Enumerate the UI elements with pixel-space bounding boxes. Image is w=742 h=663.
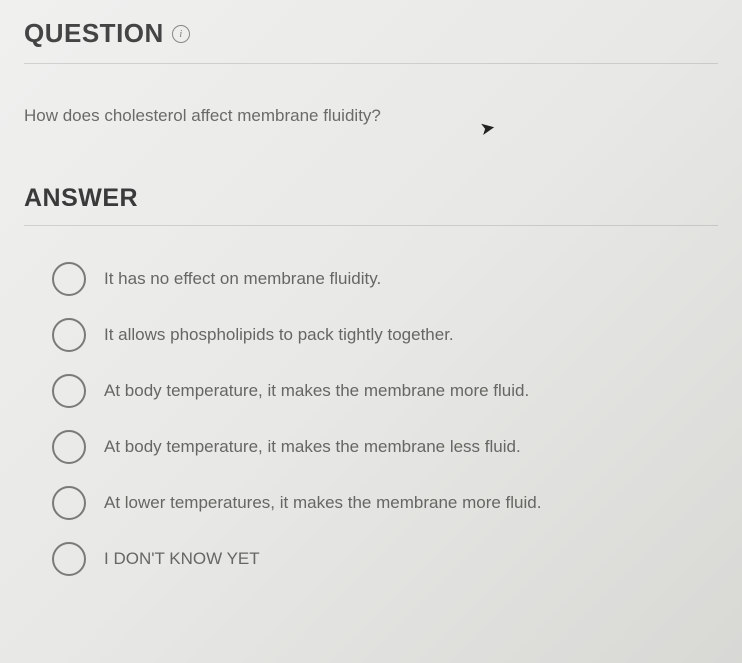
- option-label: At lower temperatures, it makes the memb…: [104, 493, 541, 513]
- option-label: It allows phospholipids to pack tightly …: [104, 325, 454, 345]
- radio-icon[interactable]: [52, 262, 86, 296]
- answer-option[interactable]: I DON'T KNOW YET: [52, 542, 718, 576]
- answer-option[interactable]: At body temperature, it makes the membra…: [52, 374, 718, 408]
- radio-icon[interactable]: [52, 486, 86, 520]
- option-label: It has no effect on membrane fluidity.: [104, 269, 381, 289]
- radio-icon[interactable]: [52, 374, 86, 408]
- info-icon[interactable]: i: [172, 25, 190, 43]
- option-label: I DON'T KNOW YET: [104, 549, 260, 569]
- answer-option[interactable]: It allows phospholipids to pack tightly …: [52, 318, 718, 352]
- answer-option[interactable]: At lower temperatures, it makes the memb…: [52, 486, 718, 520]
- answer-header: ANSWER: [24, 184, 718, 226]
- question-title: QUESTION: [24, 18, 164, 49]
- radio-icon[interactable]: [52, 542, 86, 576]
- answer-options-list: It has no effect on membrane fluidity. I…: [24, 262, 718, 576]
- radio-icon[interactable]: [52, 318, 86, 352]
- option-label: At body temperature, it makes the membra…: [104, 437, 521, 457]
- radio-icon[interactable]: [52, 430, 86, 464]
- question-header: QUESTION i: [24, 18, 718, 64]
- answer-option[interactable]: At body temperature, it makes the membra…: [52, 430, 718, 464]
- option-label: At body temperature, it makes the membra…: [104, 381, 529, 401]
- question-text: How does cholesterol affect membrane flu…: [24, 106, 718, 126]
- answer-option[interactable]: It has no effect on membrane fluidity.: [52, 262, 718, 296]
